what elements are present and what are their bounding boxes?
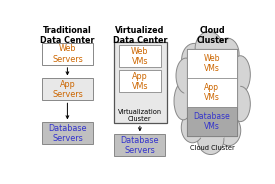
Ellipse shape [174,82,192,120]
FancyBboxPatch shape [119,70,161,92]
Ellipse shape [181,112,204,143]
Text: Virtualization
Cluster: Virtualization Cluster [118,109,162,122]
FancyBboxPatch shape [42,78,93,100]
Ellipse shape [195,32,223,65]
Text: Web
VMs: Web VMs [131,47,148,66]
Text: Traditional
Data Center: Traditional Data Center [40,26,95,45]
FancyBboxPatch shape [187,78,237,107]
Text: App
VMs: App VMs [204,83,220,102]
FancyBboxPatch shape [42,122,93,144]
Ellipse shape [215,38,239,70]
FancyBboxPatch shape [114,42,166,123]
Text: Cloud Cluster: Cloud Cluster [190,145,235,151]
Ellipse shape [176,58,196,93]
Text: Database
VMs: Database VMs [193,112,230,131]
FancyBboxPatch shape [42,43,93,65]
Text: Web
Servers: Web Servers [52,44,83,64]
Text: App
Servers: App Servers [52,80,83,99]
Text: Cloud
Cluster: Cloud Cluster [196,26,229,45]
Ellipse shape [197,124,224,155]
Text: Database
Servers: Database Servers [48,124,87,143]
FancyBboxPatch shape [114,134,166,156]
Text: App
VMs: App VMs [132,72,148,91]
Ellipse shape [184,42,240,142]
Ellipse shape [230,86,250,122]
FancyBboxPatch shape [187,107,237,136]
FancyBboxPatch shape [187,49,237,136]
FancyBboxPatch shape [187,49,237,78]
Ellipse shape [217,115,241,146]
Text: Web
VMs: Web VMs [204,54,220,73]
Ellipse shape [182,43,207,76]
Text: Database
Servers: Database Servers [121,136,159,155]
Ellipse shape [230,56,250,93]
FancyBboxPatch shape [119,45,161,67]
Text: Virtualized
Data Center: Virtualized Data Center [113,26,167,45]
